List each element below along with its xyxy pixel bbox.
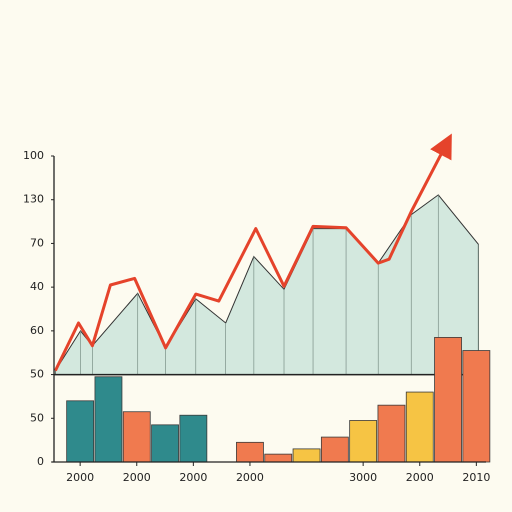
bar [349,420,378,463]
bar [264,453,293,463]
bar [434,337,462,463]
y-tick-label: 0 [37,455,44,468]
x-tick-label: 2000 [236,471,264,484]
bar [377,404,406,463]
y-tick-label: 40 [30,280,44,293]
x-tick-label: 3000 [349,471,377,484]
x-tick-label: 2000 [123,471,151,484]
bar [179,414,208,463]
bar [462,350,491,463]
y-tick-label: 50 [30,368,44,381]
y-tick-label: 50 [30,411,44,424]
y-tick-label: 100 [23,149,44,162]
line [54,133,452,372]
x-tick-label: 2000 [66,471,94,484]
bar [320,436,349,463]
bar [122,411,151,463]
bar [292,448,321,463]
bar [405,391,434,463]
y-tick-label: 130 [23,193,44,206]
bar [66,400,95,463]
bar [236,441,264,463]
x-tick-label: 2000 [179,471,207,484]
bar [94,376,123,463]
x-tick-label: 2000 [406,471,434,484]
bar [151,424,179,463]
y-tick-label: 60 [30,324,44,337]
x-tick-label: 2010 [462,471,490,484]
y-tick-label: 70 [30,236,44,249]
